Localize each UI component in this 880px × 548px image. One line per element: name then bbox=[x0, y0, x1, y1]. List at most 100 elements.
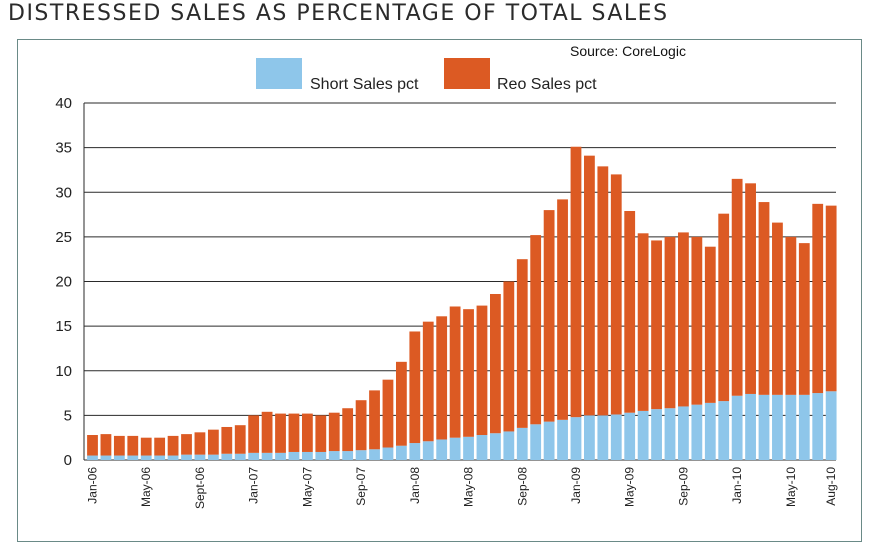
y-tick-label: 5 bbox=[64, 407, 72, 424]
bar-short-sales bbox=[422, 441, 434, 460]
bar-reo-sales bbox=[328, 412, 340, 452]
bar-short-sales bbox=[691, 404, 703, 460]
bar-reo-sales bbox=[610, 174, 622, 415]
bar-reo-sales bbox=[812, 203, 824, 394]
bar-reo-sales bbox=[395, 361, 407, 446]
legend-swatch-short-sales bbox=[256, 58, 302, 89]
bar-reo-sales bbox=[745, 183, 756, 394]
y-tick-label: 10 bbox=[55, 363, 72, 380]
x-tick-label: Sep-07 bbox=[354, 467, 368, 506]
bar-short-sales bbox=[543, 421, 555, 460]
bar-short-sales bbox=[490, 433, 501, 460]
bar-short-sales bbox=[288, 451, 300, 460]
bar-short-sales bbox=[355, 450, 367, 460]
bar-reo-sales bbox=[678, 232, 689, 407]
bar-short-sales bbox=[207, 454, 219, 460]
bar-short-sales bbox=[382, 447, 394, 460]
bar-short-sales bbox=[342, 451, 354, 460]
bar-reo-sales bbox=[342, 408, 354, 452]
bar-short-sales bbox=[463, 436, 474, 460]
bar-short-sales bbox=[449, 437, 461, 460]
bar-reo-sales bbox=[597, 166, 609, 416]
bar-short-sales bbox=[100, 455, 112, 460]
bar-reo-sales bbox=[194, 432, 206, 455]
bar-short-sales bbox=[785, 394, 797, 460]
bar-short-sales bbox=[113, 455, 125, 460]
bar-short-sales bbox=[664, 408, 676, 460]
bar-reo-sales bbox=[261, 411, 273, 453]
bar-short-sales bbox=[328, 451, 340, 460]
y-tick-label: 20 bbox=[55, 274, 72, 291]
bar-reo-sales bbox=[113, 435, 125, 456]
y-tick-label: 15 bbox=[55, 318, 72, 335]
bar-reo-sales bbox=[798, 243, 810, 395]
y-tick-label: 25 bbox=[55, 229, 72, 246]
x-tick-label: Sep-08 bbox=[515, 467, 529, 506]
bars bbox=[87, 146, 837, 460]
x-tick-label: Aug-10 bbox=[824, 467, 838, 506]
bar-short-sales bbox=[409, 443, 421, 460]
bar-short-sales bbox=[369, 449, 380, 460]
bar-short-sales bbox=[731, 395, 743, 460]
bar-short-sales bbox=[624, 412, 636, 460]
x-tick-label: May-08 bbox=[462, 467, 476, 507]
x-tick-label: Jan-07 bbox=[247, 467, 261, 504]
bar-reo-sales bbox=[543, 210, 555, 422]
bar-short-sales bbox=[798, 394, 810, 460]
bar-reo-sales bbox=[248, 415, 260, 453]
bar-reo-sales bbox=[355, 400, 367, 451]
bar-reo-sales bbox=[167, 435, 179, 456]
x-tick-label: May-06 bbox=[139, 467, 153, 507]
bar-short-sales bbox=[610, 414, 622, 460]
bar-short-sales bbox=[127, 455, 139, 460]
bar-reo-sales bbox=[436, 316, 448, 440]
x-axis-ticks: Jan-06 May-06 Sept-06 Jan-07 May-07 Sep-07 Jan… bbox=[86, 467, 839, 509]
bar-short-sales bbox=[718, 401, 730, 460]
bar-short-sales bbox=[678, 406, 689, 460]
bar-reo-sales bbox=[503, 281, 515, 432]
bar-short-sales bbox=[704, 402, 716, 460]
bar-reo-sales bbox=[825, 205, 837, 392]
bar-reo-sales bbox=[691, 236, 703, 405]
bar-reo-sales bbox=[315, 415, 327, 452]
source-note: Source: CoreLogic bbox=[570, 43, 686, 59]
x-tick-label: May-10 bbox=[784, 467, 798, 507]
bar-short-sales bbox=[87, 455, 98, 460]
y-tick-label: 0 bbox=[64, 452, 72, 469]
bar-short-sales bbox=[234, 453, 246, 460]
legend-label-short-sales: Short Sales pct bbox=[310, 76, 419, 93]
bar-short-sales bbox=[221, 453, 233, 460]
bar-short-sales bbox=[825, 391, 837, 460]
bar-reo-sales bbox=[288, 413, 300, 452]
bar-reo-sales bbox=[127, 435, 139, 456]
bar-short-sales bbox=[315, 451, 327, 460]
bar-reo-sales bbox=[154, 437, 166, 456]
bar-short-sales bbox=[758, 394, 770, 460]
x-tick-label: Sept-06 bbox=[193, 467, 207, 509]
bar-short-sales bbox=[651, 409, 662, 460]
bar-reo-sales bbox=[637, 233, 649, 411]
bar-reo-sales bbox=[463, 309, 474, 437]
bar-short-sales bbox=[503, 431, 515, 460]
bar-reo-sales bbox=[772, 222, 783, 395]
bar-reo-sales bbox=[557, 199, 568, 420]
bar-reo-sales bbox=[221, 426, 233, 454]
bar-short-sales bbox=[194, 454, 206, 460]
bar-reo-sales bbox=[490, 293, 501, 434]
bar-reo-sales bbox=[140, 437, 152, 456]
x-tick-label: May-07 bbox=[300, 467, 314, 507]
bar-reo-sales bbox=[651, 240, 662, 410]
page-title: DISTRESSED SALES AS PERCENTAGE OF TOTAL … bbox=[8, 1, 669, 26]
bar-short-sales bbox=[181, 454, 192, 460]
bar-short-sales bbox=[637, 410, 649, 460]
bar-short-sales bbox=[476, 435, 488, 460]
bar-reo-sales bbox=[530, 235, 542, 425]
bar-short-sales bbox=[154, 455, 166, 460]
bar-short-sales bbox=[584, 415, 595, 460]
bar-short-sales bbox=[248, 452, 260, 460]
y-tick-label: 30 bbox=[55, 184, 72, 201]
bar-reo-sales bbox=[382, 379, 394, 448]
x-tick-label: Jan-09 bbox=[569, 467, 583, 504]
bar-short-sales bbox=[436, 439, 448, 460]
bar-short-sales bbox=[745, 393, 756, 460]
